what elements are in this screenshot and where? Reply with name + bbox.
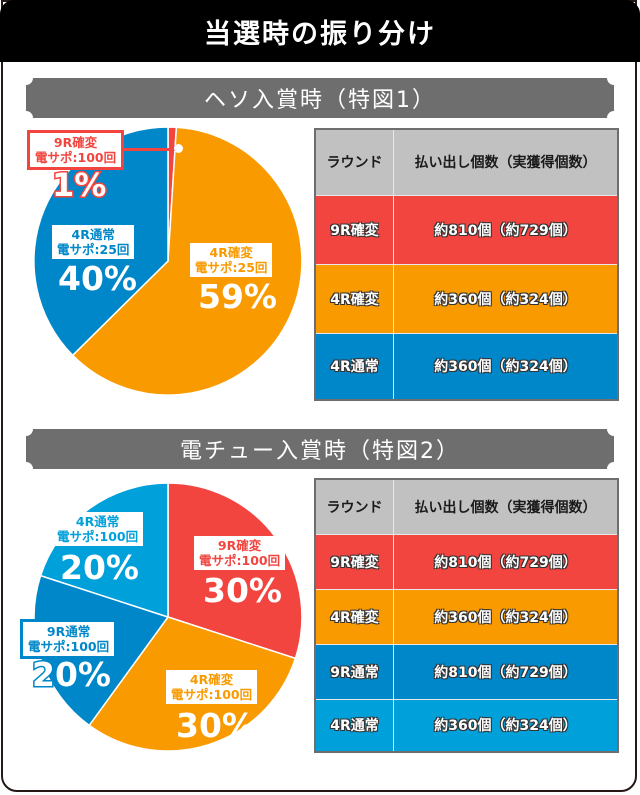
section-title: 電チュー入賞時（特図2）: [180, 439, 460, 464]
slice-label-4r-tsujo: 4R通常 電サポ:25回: [52, 225, 135, 259]
slice-pct-4r-kakuhen: 59%: [198, 277, 277, 316]
table-row: 9R通常 約810個（約729個）: [314, 643, 619, 700]
table-row: 4R通常 約360個（約324個）: [314, 332, 619, 401]
table-row: 4R確変 約360個（約324個）: [314, 263, 619, 334]
col-header-round: ラウンド: [314, 478, 394, 535]
slice-pct-4r-tsujo: 20%: [60, 548, 139, 587]
section-header-denchu: 電チュー入賞時（特図2）: [19, 422, 621, 476]
slice-pct-4r-tsujo: 40%: [58, 259, 137, 298]
callout-line: [120, 148, 180, 151]
page-title: 当選時の振り分け: [0, 0, 640, 62]
col-header-payout: 払い出し個数（実獲得個数）: [393, 478, 619, 535]
section-header-heso: ヘソ入賞時（特図1）: [19, 71, 621, 125]
slice-pct-9r-kakuhen: 30%: [203, 571, 282, 610]
slice-label-9r-kakuhen: 9R確変 電サポ:100回: [27, 130, 125, 170]
payout-table-denchu: ラウンド 払い出し個数（実獲得個数） 9R確変 約810個（約729個） 4R確…: [314, 478, 619, 753]
slice-label-9r-tsujo: 9R通常 電サポ:100回: [20, 619, 118, 659]
slice-pct-9r-kakuhen: 1%: [50, 166, 107, 205]
slice-pct-4r-kakuhen: 30%: [176, 706, 255, 745]
section-title: ヘソ入賞時（特図1）: [204, 88, 436, 113]
table-row: 9R確変 約810個（約729個）: [314, 194, 619, 265]
slice-pct-9r-tsujo: 20%: [31, 655, 113, 694]
table-row: 4R通常 約360個（約324個）: [314, 698, 619, 753]
slice-label-4r-tsujo: 4R通常 電サポ:100回: [52, 512, 144, 546]
slice-label-9r-kakuhen: 9R確変 電サポ:100回: [194, 536, 286, 570]
callout-dot: [174, 144, 183, 153]
table-row: 9R確変 約810個（約729個）: [314, 533, 619, 590]
table-row: 4R確変 約360個（約324個）: [314, 588, 619, 645]
col-header-payout: 払い出し個数（実獲得個数）: [393, 128, 619, 196]
slice-label-4r-kakuhen: 4R確変 電サポ:100回: [166, 670, 258, 704]
col-header-round: ラウンド: [314, 128, 394, 196]
payout-table-heso: ラウンド 払い出し個数（実獲得個数） 9R確変 約810個（約729個） 4R確…: [314, 128, 619, 401]
slice-label-4r-kakuhen: 4R確変 電サポ:25回: [190, 243, 273, 277]
